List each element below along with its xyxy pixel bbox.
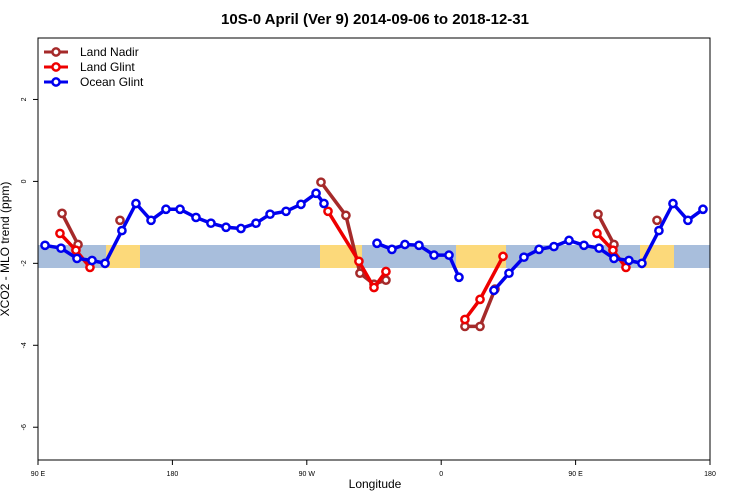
plot-frame — [37, 37, 711, 461]
legend-label: Ocean Glint — [80, 75, 144, 89]
x-tick-label: 90 E — [568, 471, 583, 478]
data-point — [319, 198, 329, 209]
x-tick-label: 180 — [704, 471, 716, 478]
x-tick-label: 90 W — [299, 471, 316, 478]
x-tick-label: 90 E — [31, 471, 46, 478]
data-point — [131, 198, 141, 209]
data-point — [55, 228, 65, 239]
data-point — [564, 235, 574, 246]
data-point — [519, 252, 529, 263]
data-point — [475, 294, 485, 305]
data-point — [534, 244, 544, 255]
data-point — [381, 266, 391, 277]
data-point — [504, 268, 514, 279]
data-point — [87, 255, 97, 266]
data-point — [71, 245, 81, 256]
data-point — [206, 218, 216, 229]
data-point — [311, 188, 321, 199]
y-tick-label: 0 — [21, 179, 28, 183]
y-tick-label: -4 — [21, 342, 28, 348]
x-axis-label: Longitude — [349, 477, 402, 491]
data-point — [683, 215, 693, 226]
data-point — [414, 240, 424, 251]
data-point — [369, 282, 379, 293]
legend-label: Land Glint — [80, 60, 135, 74]
data-point — [624, 255, 634, 266]
y-tick-label: 2 — [21, 97, 28, 101]
axes: 90 E 180 90 W 0 90 E 180 2 0 -2 -4 -6 — [21, 97, 716, 478]
data-point — [161, 204, 171, 215]
data-point — [265, 209, 275, 220]
data-point — [387, 244, 397, 255]
x-tick-label: 0 — [439, 471, 443, 478]
chart-title: 10S-0 April (Ver 9) 2014-09-06 to 2018-1… — [221, 11, 529, 28]
data-point — [592, 228, 602, 239]
data-point — [460, 314, 470, 325]
legend-marker — [51, 62, 61, 72]
data-point — [654, 225, 664, 236]
data-point — [444, 250, 454, 260]
data-point — [498, 251, 508, 262]
data-point — [40, 240, 50, 251]
data-point — [221, 222, 231, 233]
data-point — [57, 208, 67, 219]
data-point — [429, 250, 439, 260]
plot-area — [40, 177, 708, 332]
y-axis-label: XCO2 - MLO trend (ppm) — [0, 182, 12, 317]
data-point — [637, 258, 647, 269]
data-point — [608, 245, 618, 256]
data-point — [117, 225, 127, 236]
legend-marker — [51, 77, 61, 87]
data-point — [341, 210, 351, 221]
data-point — [56, 243, 66, 254]
data-point — [100, 258, 110, 269]
data-point — [296, 199, 306, 210]
data-point — [354, 256, 364, 267]
legend-label: Land Nadir — [80, 45, 139, 59]
data-point — [593, 209, 603, 220]
land-patch — [456, 245, 506, 268]
data-point — [454, 272, 464, 283]
data-point — [323, 206, 333, 217]
legend-marker — [51, 47, 61, 57]
data-point — [115, 215, 125, 226]
data-point — [400, 239, 410, 250]
data-point — [489, 285, 499, 296]
data-point — [594, 243, 604, 254]
data-point — [372, 238, 382, 249]
data-point — [652, 215, 662, 226]
data-point — [236, 223, 246, 234]
y-tick-label: -2 — [21, 260, 28, 266]
x-tick-label: 180 — [167, 471, 179, 478]
y-tick-label: -6 — [21, 424, 28, 430]
data-point — [668, 198, 678, 209]
data-point — [146, 215, 156, 226]
data-point — [549, 241, 559, 252]
data-point — [609, 253, 619, 264]
data-point — [355, 268, 365, 279]
data-point — [281, 206, 291, 217]
data-point — [191, 212, 201, 223]
data-point — [579, 240, 589, 251]
data-point — [251, 218, 261, 229]
data-point — [316, 177, 326, 188]
land-patch — [106, 245, 140, 268]
data-point — [175, 204, 185, 215]
data-point — [72, 253, 82, 264]
data-point — [475, 321, 485, 332]
data-point — [381, 275, 391, 285]
data-point — [698, 204, 708, 215]
